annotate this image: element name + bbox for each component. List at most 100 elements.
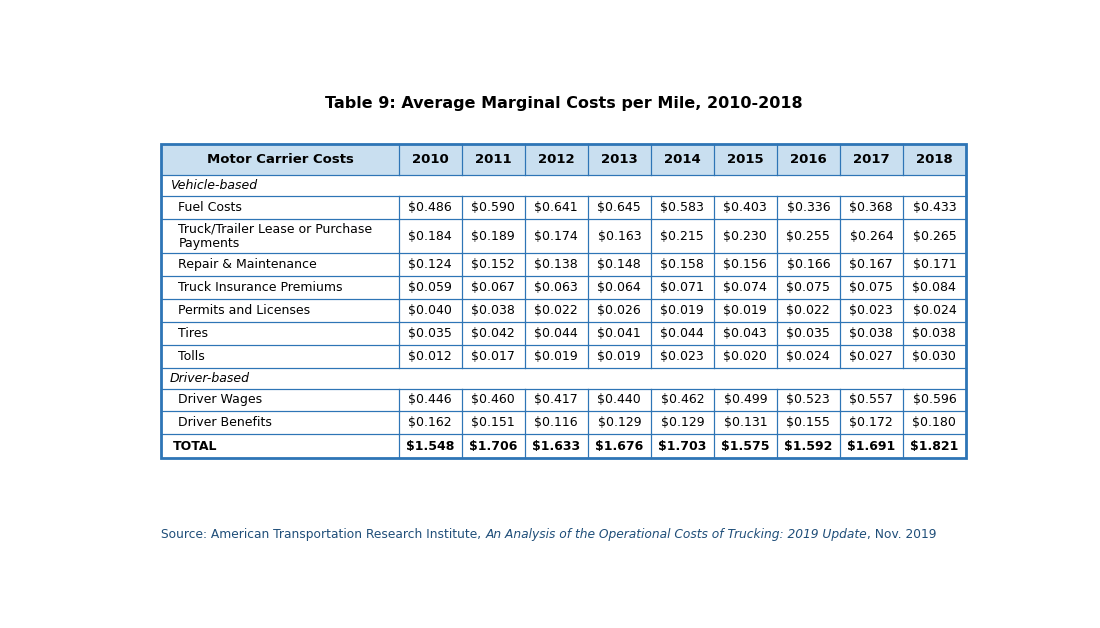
Bar (777, 299, 840, 322)
Text: $1.676: $1.676 (595, 440, 644, 453)
Text: $0.044: $0.044 (660, 327, 704, 340)
Text: $0.071: $0.071 (660, 281, 704, 294)
Bar (651, 144, 714, 175)
Text: $0.174: $0.174 (535, 230, 579, 242)
Text: $0.012: $0.012 (408, 350, 452, 363)
Text: $0.041: $0.041 (597, 327, 641, 340)
Text: $0.440: $0.440 (597, 394, 641, 406)
Bar (840, 389, 903, 411)
Bar (525, 144, 587, 175)
Text: $1.703: $1.703 (658, 440, 706, 453)
Text: $0.019: $0.019 (660, 304, 704, 317)
Bar (162, 196, 399, 219)
Bar (399, 144, 462, 175)
Bar (651, 299, 714, 322)
Bar (525, 322, 587, 345)
Text: $1.821: $1.821 (910, 440, 958, 453)
Text: $0.156: $0.156 (724, 258, 767, 271)
Text: $0.074: $0.074 (724, 281, 768, 294)
Text: Table 9: Average Marginal Costs per Mile, 2010-2018: Table 9: Average Marginal Costs per Mile… (324, 96, 803, 111)
Bar (587, 411, 651, 435)
Bar (651, 196, 714, 219)
Text: $0.043: $0.043 (724, 327, 767, 340)
Bar (777, 276, 840, 299)
Bar (714, 322, 777, 345)
Bar (525, 219, 587, 253)
Text: Driver Benefits: Driver Benefits (178, 416, 273, 430)
Text: $0.131: $0.131 (724, 416, 767, 430)
Bar (714, 219, 777, 253)
Bar (399, 276, 462, 299)
Bar (587, 389, 651, 411)
Bar (462, 219, 525, 253)
Bar (462, 322, 525, 345)
Text: $0.024: $0.024 (786, 350, 830, 363)
Bar (777, 219, 840, 253)
Bar (525, 299, 587, 322)
Bar (525, 196, 587, 219)
Text: Truck Insurance Premiums: Truck Insurance Premiums (178, 281, 343, 294)
Bar (462, 253, 525, 276)
Bar (162, 144, 966, 458)
Bar (587, 435, 651, 458)
Bar (714, 276, 777, 299)
Text: $0.148: $0.148 (597, 258, 641, 271)
Text: $1.691: $1.691 (847, 440, 895, 453)
Text: $0.215: $0.215 (660, 230, 704, 242)
Bar (525, 345, 587, 368)
Text: 2018: 2018 (916, 153, 953, 166)
Bar (903, 299, 966, 322)
Text: $0.067: $0.067 (472, 281, 515, 294)
Bar (777, 322, 840, 345)
Text: $0.023: $0.023 (849, 304, 893, 317)
Text: , Nov. 2019: , Nov. 2019 (867, 528, 936, 541)
Bar (903, 435, 966, 458)
Bar (714, 435, 777, 458)
Text: 2017: 2017 (854, 153, 890, 166)
Bar (840, 435, 903, 458)
Text: $0.038: $0.038 (472, 304, 515, 317)
Bar (777, 144, 840, 175)
Bar (399, 196, 462, 219)
Text: Motor Carrier Costs: Motor Carrier Costs (207, 153, 353, 166)
Bar (903, 144, 966, 175)
Bar (162, 435, 399, 458)
Bar (777, 411, 840, 435)
Bar (399, 219, 462, 253)
Text: $0.138: $0.138 (535, 258, 579, 271)
Bar (399, 435, 462, 458)
Text: Truck/Trailer Lease or Purchase
Payments: Truck/Trailer Lease or Purchase Payments (178, 222, 373, 250)
Bar (777, 389, 840, 411)
Bar (162, 219, 399, 253)
Bar (587, 219, 651, 253)
Bar (399, 345, 462, 368)
Text: 2014: 2014 (664, 153, 701, 166)
Bar (840, 144, 903, 175)
Text: $0.064: $0.064 (597, 281, 641, 294)
Bar (651, 389, 714, 411)
Text: $0.184: $0.184 (408, 230, 452, 242)
Text: $0.645: $0.645 (597, 201, 641, 214)
Bar (162, 253, 399, 276)
Bar (903, 219, 966, 253)
Bar (462, 435, 525, 458)
Text: $0.124: $0.124 (408, 258, 452, 271)
Bar (714, 253, 777, 276)
Text: $0.433: $0.433 (913, 201, 956, 214)
Text: $0.460: $0.460 (472, 394, 515, 406)
Text: $0.155: $0.155 (786, 416, 830, 430)
Text: $0.583: $0.583 (660, 201, 704, 214)
Text: 2015: 2015 (727, 153, 763, 166)
Text: $0.166: $0.166 (786, 258, 830, 271)
Bar (162, 175, 966, 196)
Text: $1.575: $1.575 (722, 440, 770, 453)
Text: $0.596: $0.596 (913, 394, 956, 406)
Text: $0.059: $0.059 (408, 281, 452, 294)
Text: Driver-based: Driver-based (169, 372, 250, 385)
Text: Tires: Tires (178, 327, 208, 340)
Text: $0.063: $0.063 (535, 281, 579, 294)
Bar (162, 276, 399, 299)
Bar (462, 345, 525, 368)
Text: Permits and Licenses: Permits and Licenses (178, 304, 310, 317)
Text: An Analysis of the Operational Costs of Trucking: 2019 Update: An Analysis of the Operational Costs of … (485, 528, 867, 541)
